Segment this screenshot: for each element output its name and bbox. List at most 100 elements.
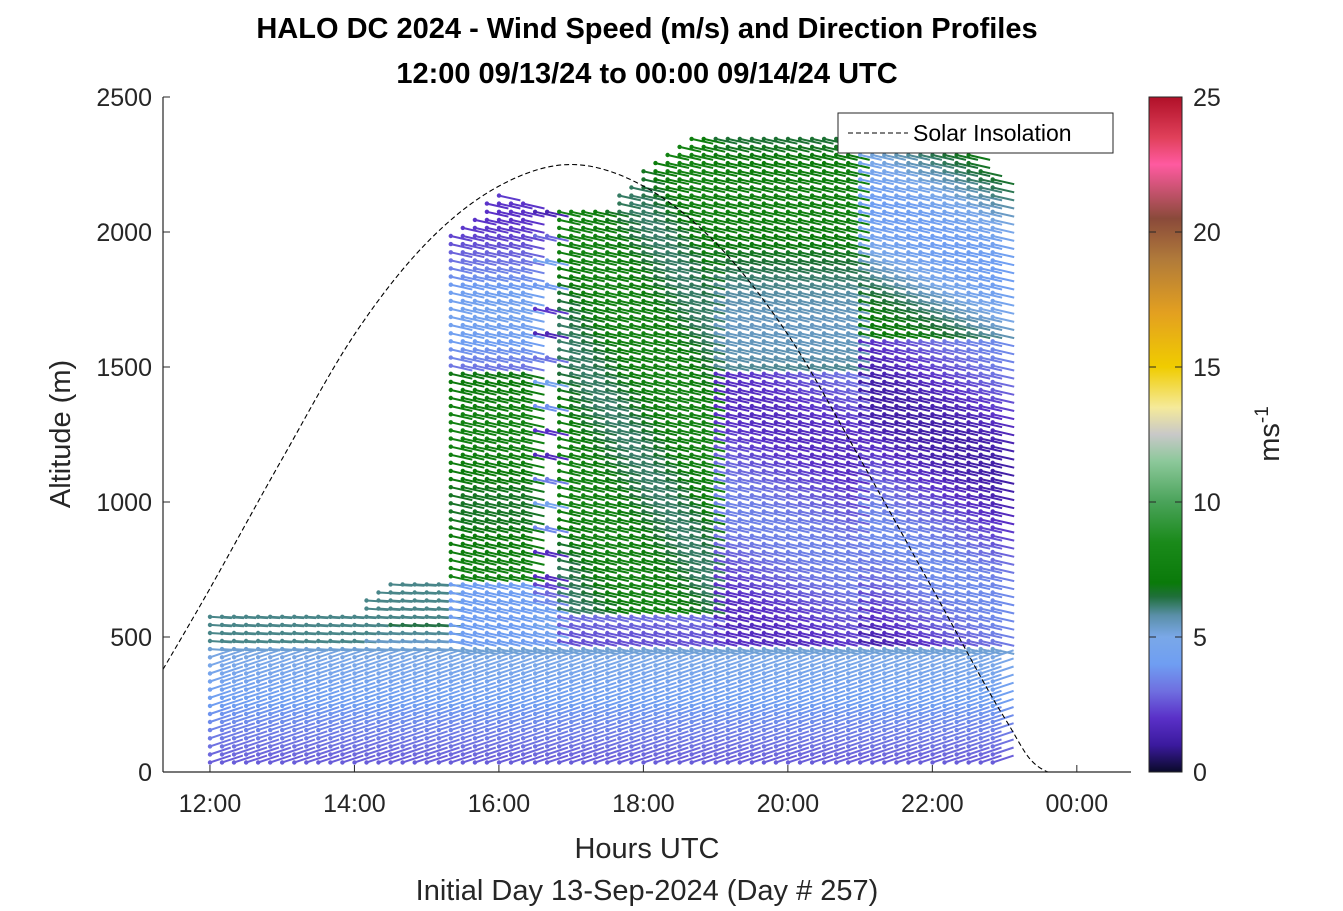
wind-barb [631, 706, 653, 715]
wind-barb-point [761, 630, 767, 636]
wind-barb-point [689, 322, 694, 328]
wind-barb [631, 275, 654, 283]
wind-barb-point [677, 565, 682, 571]
wind-barb [426, 657, 448, 667]
wind-barb-point [773, 403, 779, 409]
wind-barb [570, 697, 593, 707]
wind-barb-point [653, 420, 658, 425]
wind-barb-point [761, 169, 767, 174]
wind-barb-point [677, 598, 682, 603]
wind-barb [703, 623, 726, 631]
wind-barb [655, 738, 677, 748]
wind-barb [691, 137, 714, 145]
wind-barb [570, 486, 593, 493]
wind-barb-point [581, 606, 586, 611]
wind-barb-point [641, 339, 646, 344]
wind-barb [450, 299, 473, 307]
wind-barb-point [557, 711, 562, 717]
wind-barb-point [231, 752, 237, 757]
wind-barb [522, 348, 545, 356]
wind-barb-point [400, 703, 405, 709]
wind-barb [570, 316, 593, 323]
wind-barb-point [593, 241, 598, 247]
wind-barb [606, 649, 629, 659]
wind-barb [474, 267, 497, 275]
wind-barb [402, 730, 424, 740]
wind-barb-point [280, 695, 285, 700]
wind-barb [546, 453, 569, 461]
wind-barb [643, 632, 666, 639]
wind-barb-point [689, 719, 694, 725]
wind-barb [450, 389, 473, 396]
wind-barb [667, 706, 689, 715]
wind-barb [462, 551, 485, 558]
wind-barb-point [665, 412, 670, 417]
wind-barb-point [280, 719, 285, 725]
wind-barb-point [496, 322, 502, 328]
wind-barb [486, 632, 509, 639]
wind-barb-point [376, 687, 381, 692]
wind-barb-point [496, 298, 502, 304]
wind-barb-point [328, 671, 333, 676]
wind-barb-point [268, 760, 273, 765]
wind-barb-point [665, 258, 670, 263]
wind-barb [450, 307, 473, 315]
wind-barb-point [641, 565, 646, 571]
wind-barb-point [761, 501, 767, 506]
wind-barb [558, 746, 581, 756]
wind-barb-point [629, 298, 634, 304]
wind-barb-point [761, 266, 767, 271]
wind-barb-point [328, 695, 333, 700]
wind-barb-point [448, 687, 453, 692]
wind-barb-point [412, 719, 417, 725]
wind-barb [546, 714, 569, 723]
wind-barb-point [761, 322, 767, 328]
wind-barb [582, 689, 605, 699]
wind-barb [486, 551, 509, 558]
wind-barb-point [532, 452, 538, 457]
wind-barb [703, 162, 726, 169]
wind-barb-point [761, 290, 767, 295]
wind-barb [486, 583, 509, 591]
wind-barb-point [713, 444, 718, 449]
wind-barb [510, 591, 533, 599]
wind-barb [655, 218, 678, 226]
wind-barb [510, 405, 533, 412]
wind-barb-point [689, 420, 694, 425]
wind-barb-point [448, 428, 453, 433]
wind-barb [317, 730, 340, 740]
wind-barb [631, 575, 654, 583]
wind-barb [619, 689, 641, 699]
wind-barb-point [520, 420, 526, 425]
wind-barb-point [292, 646, 297, 652]
wind-barb [510, 299, 533, 307]
wind-barb-point [472, 679, 478, 684]
wind-barb-point [713, 136, 718, 142]
wind-barb-point [713, 160, 718, 166]
wind-barb-point [496, 590, 502, 595]
wind-barb [631, 332, 654, 340]
wind-barb [667, 534, 690, 542]
wind-barb [498, 243, 521, 250]
wind-barb-point [496, 250, 502, 255]
wind-barb [510, 275, 533, 283]
wind-barb-point [677, 646, 682, 652]
wind-barb [281, 649, 304, 659]
wind-barb-point [689, 452, 694, 457]
wind-barb-point [725, 646, 730, 652]
wind-barb-point [641, 663, 646, 668]
wind-barb [667, 170, 690, 178]
wind-barb [474, 657, 497, 667]
wind-barb-point [677, 436, 682, 441]
wind-barb-point [352, 760, 357, 765]
wind-barb-point [460, 565, 465, 571]
wind-barb [607, 583, 630, 591]
wind-barb-point [725, 185, 730, 190]
wind-barb [534, 689, 557, 699]
wind-barb-point [593, 403, 598, 409]
wind-barb [691, 632, 714, 639]
wind-barb [703, 299, 726, 307]
wind-barb-point [617, 193, 622, 198]
wind-barb-point [701, 209, 706, 214]
wind-barb-point [689, 250, 694, 255]
